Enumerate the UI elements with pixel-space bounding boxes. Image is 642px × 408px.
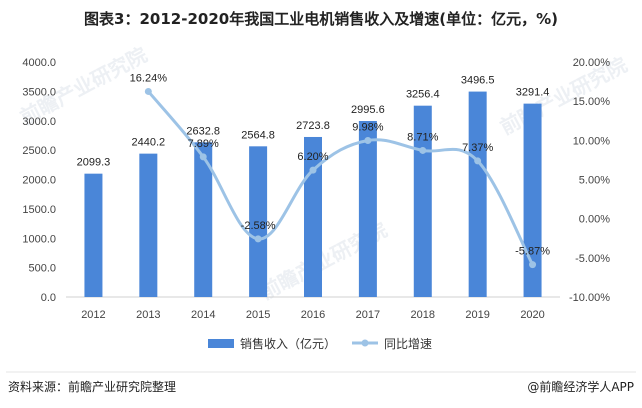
right-axis-tick-label: 15.00% bbox=[573, 96, 611, 108]
growth-point bbox=[199, 153, 207, 161]
bar-value-label: 3256.4 bbox=[406, 89, 440, 101]
legend-bar-label: 销售收入（亿元） bbox=[240, 336, 336, 351]
bar bbox=[84, 173, 103, 297]
bar-value-label: 2632.8 bbox=[186, 125, 220, 137]
left-axis-tick-label: 2000.0 bbox=[22, 175, 56, 187]
bar-value-label: 3496.5 bbox=[461, 75, 495, 87]
left-axis-tick-label: 500.0 bbox=[28, 263, 56, 275]
right-axis-tick-label: 5.00% bbox=[579, 175, 610, 187]
growth-point bbox=[529, 261, 537, 269]
line-series: 16.24% 7.89% -2.58% 6.20% 9.98% 8.71% 7.37% -5.… bbox=[130, 72, 550, 269]
growth-value-label: 16.24% bbox=[130, 72, 168, 84]
bar-value-label: 2723.8 bbox=[296, 120, 330, 132]
x-axis-tick-label: 2012 bbox=[81, 309, 105, 321]
right-axis-tick-label: -10.00% bbox=[569, 292, 610, 304]
left-axis-tick-label: 2500.0 bbox=[22, 145, 56, 157]
bar bbox=[523, 103, 542, 297]
left-axis-tick-label: 1000.0 bbox=[22, 233, 56, 245]
growth-value-label: 7.89% bbox=[188, 138, 219, 150]
left-axis-tick-label: 3000.0 bbox=[22, 116, 56, 128]
growth-point bbox=[474, 157, 482, 165]
left-axis-tick-label: 1500.0 bbox=[22, 204, 56, 216]
x-axis-tick-label: 2016 bbox=[301, 309, 325, 321]
growth-point bbox=[254, 235, 262, 243]
bar bbox=[358, 121, 377, 297]
x-axis-tick-label: 2014 bbox=[191, 309, 215, 321]
growth-point bbox=[144, 87, 152, 95]
legend-line-label: 同比增速 bbox=[384, 337, 432, 351]
right-axis: -10.00% -5.00% 0.00% 5.00% 10.00% 15.00% 20.00… bbox=[569, 57, 610, 304]
chart-title: 图表3：2012-2020年我国工业电机销售收入及增速(单位：亿元，%) bbox=[84, 10, 558, 28]
left-axis: 0.0 500.0 1000.0 1500.0 2000.0 2500.0 3000.0 35… bbox=[22, 57, 56, 304]
bar-value-label: 2440.2 bbox=[132, 137, 166, 149]
bar bbox=[194, 142, 213, 297]
x-axis-tick-label: 2018 bbox=[411, 309, 435, 321]
bar-value-label: 3291.4 bbox=[516, 87, 550, 99]
bar-value-label: 2995.6 bbox=[351, 104, 385, 116]
left-axis-tick-label: 0.0 bbox=[41, 292, 56, 304]
legend: 销售收入（亿元） 同比增速 bbox=[208, 336, 432, 351]
x-axis-tick-label: 2019 bbox=[465, 309, 489, 321]
x-axis-tick-label: 2020 bbox=[520, 309, 544, 321]
growth-value-label: -2.58% bbox=[241, 220, 276, 232]
right-axis-tick-label: 0.00% bbox=[579, 214, 610, 226]
growth-point bbox=[364, 136, 372, 144]
bar-value-label: 2099.3 bbox=[77, 157, 111, 169]
right-axis-tick-label: 20.00% bbox=[573, 57, 611, 69]
growth-value-label: 7.37% bbox=[462, 142, 493, 154]
growth-point bbox=[419, 146, 427, 154]
bar-series: 2099.3 2440.2 2632.8 2564.8 2723.8 2995.6 3256… bbox=[77, 75, 550, 298]
source-note: 资料来源：前瞻产业研究院整理 bbox=[8, 379, 176, 394]
left-axis-tick-label: 4000.0 bbox=[22, 57, 56, 69]
brand-note: @前瞻经济学人APP bbox=[527, 379, 634, 394]
legend-bar-swatch bbox=[208, 339, 234, 348]
growth-point bbox=[309, 166, 317, 174]
right-axis-tick-label: 10.00% bbox=[573, 135, 611, 147]
growth-value-label: 9.98% bbox=[352, 121, 383, 133]
x-axis-tick-label: 2017 bbox=[356, 309, 380, 321]
bar bbox=[249, 146, 268, 297]
right-axis-tick-label: -5.00% bbox=[575, 253, 610, 265]
x-axis-tick-label: 2015 bbox=[246, 309, 270, 321]
bar bbox=[413, 105, 432, 298]
bar-value-label: 2564.8 bbox=[241, 129, 275, 141]
growth-value-label: 6.20% bbox=[297, 151, 328, 163]
x-axis: 2012 2013 2014 2015 2016 2017 2018 2019 2020 bbox=[81, 309, 545, 321]
left-axis-tick-label: 3500.0 bbox=[22, 86, 56, 98]
bar bbox=[139, 153, 158, 297]
legend-line-marker bbox=[361, 339, 369, 347]
bar bbox=[468, 91, 487, 297]
growth-value-label: 8.71% bbox=[407, 131, 438, 143]
x-axis-tick-label: 2013 bbox=[136, 309, 160, 321]
growth-value-label: -5.87% bbox=[515, 246, 550, 258]
